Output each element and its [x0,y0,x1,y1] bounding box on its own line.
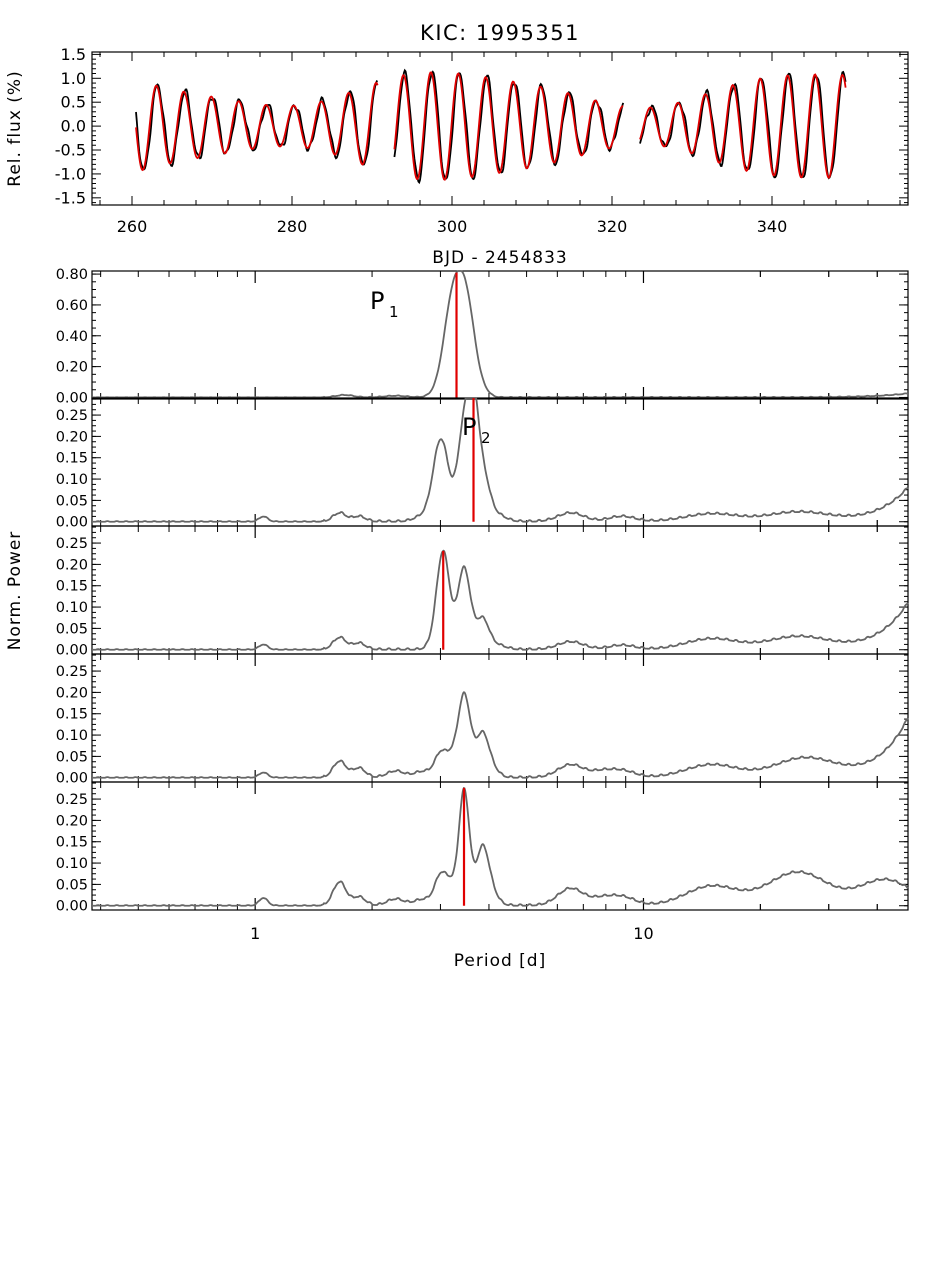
x-tick-label: 1 [250,924,260,943]
y-tick-label: 0.25 [56,408,88,424]
y-tick-label: 0.00 [56,899,88,915]
y-axis-label: Norm. Power [5,531,25,651]
model-flux-line [639,73,847,179]
x-tick-label: 300 [437,217,468,236]
y-tick-label: 0.05 [56,749,88,765]
x-axis-label: Period [d] [454,951,546,971]
model-flux-line [393,71,624,181]
y-tick-label: 0.60 [56,298,88,314]
x-tick-label: 10 [633,924,653,943]
y-tick-label: 0.20 [56,813,88,829]
y-tick-label: 0.00 [56,515,88,531]
y-tick-label: -0.5 [55,141,86,160]
power-spectrum-line [92,397,909,523]
y-tick-label: 0.00 [56,390,88,406]
y-tick-label: 0.10 [56,472,88,488]
panel-frame [91,781,909,911]
y-tick-label: 0.80 [56,267,88,283]
power-spectrum-line [92,691,909,779]
y-tick-label: 0.25 [56,664,88,680]
periodogram-panel-4: 0.25 0.20 0.15 0.10 0.05 0.00 [56,653,909,787]
y-tick-label: -1.5 [55,188,86,207]
y-tick-label: 0.15 [56,451,88,467]
y-tick-label: -1.0 [55,164,86,183]
y-tick-label: 0.20 [56,429,88,445]
peak-label-subscript: 1 [389,303,399,321]
power-spectrum-line [92,786,909,907]
x-tick-label: 280 [277,217,308,236]
peak-label: P [370,287,384,315]
y-tick-label: 0.05 [56,493,88,509]
y-tick-label: 0.15 [56,579,88,595]
chart-title: KIC: 1995351 [420,21,580,45]
periodogram-panels: 0.800.600.400.200.00P 10.250.200.150.100.… [5,267,909,971]
y-tick-label: 0.05 [56,621,88,637]
x-tick-label: 260 [117,217,148,236]
y-tick-label: 0.40 [56,329,88,345]
y-tick-label: 0.00 [56,771,88,787]
light-curve-frame [91,51,909,206]
observed-flux-line [393,68,625,185]
power-spectrum-line [92,270,909,399]
y-tick-label: 0.25 [56,792,88,808]
x-axis-label: BJD - 2454833 [432,248,567,268]
model-flux-line [135,81,379,172]
y-tick-label: 0.10 [56,600,88,616]
y-tick-label: 0.20 [56,360,88,376]
panel-frame [91,525,909,655]
periodogram-panel-1: 0.80 0.60 0.40 0.20 0.00 P 1 [56,267,909,406]
y-tick-label: 0.00 [56,643,88,659]
power-spectrum-line [92,549,909,651]
y-tick-label: 0.15 [56,835,88,851]
light-curve-panel: 260 280 300 320 340 1.5 1.0 0.5 0.0 -0.5 -1.0 -1.5 K… [5,21,909,268]
periodogram-panel-5: 0.25 0.20 0.15 0.10 0.05 0.00 [56,781,909,915]
y-tick-label: 0.25 [56,536,88,552]
y-tick-label: 0.10 [56,728,88,744]
y-tick-label: 0.15 [56,707,88,723]
peak-label: P [462,413,476,441]
x-tick-label: 340 [757,217,788,236]
y-tick-label: 0.0 [61,117,86,136]
x-tick-label: 320 [597,217,628,236]
y-tick-label: 0.20 [56,557,88,573]
periodogram-panel-2: 0.25 0.20 0.15 0.10 0.05 0.00 P 2 [56,397,909,531]
y-tick-label: 0.20 [56,685,88,701]
y-tick-label: 0.10 [56,856,88,872]
peak-label-subscript: 2 [481,429,491,447]
y-tick-label: 0.05 [56,877,88,893]
y-tick-label: 1.0 [61,69,86,88]
panel-frame [91,270,909,400]
y-axis-label: Rel. flux (%) [5,70,25,186]
panel-frame [91,653,909,783]
y-tick-label: 0.5 [61,93,86,112]
panel-frame [91,397,909,527]
y-tick-label: 1.5 [61,45,86,64]
periodogram-panel-3: 0.25 0.20 0.15 0.10 0.05 0.00 [56,525,909,659]
